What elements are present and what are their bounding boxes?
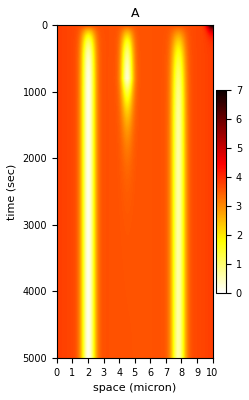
Y-axis label: time (sec): time (sec)	[7, 164, 17, 220]
Title: A: A	[130, 7, 139, 20]
X-axis label: space (micron): space (micron)	[93, 383, 176, 393]
